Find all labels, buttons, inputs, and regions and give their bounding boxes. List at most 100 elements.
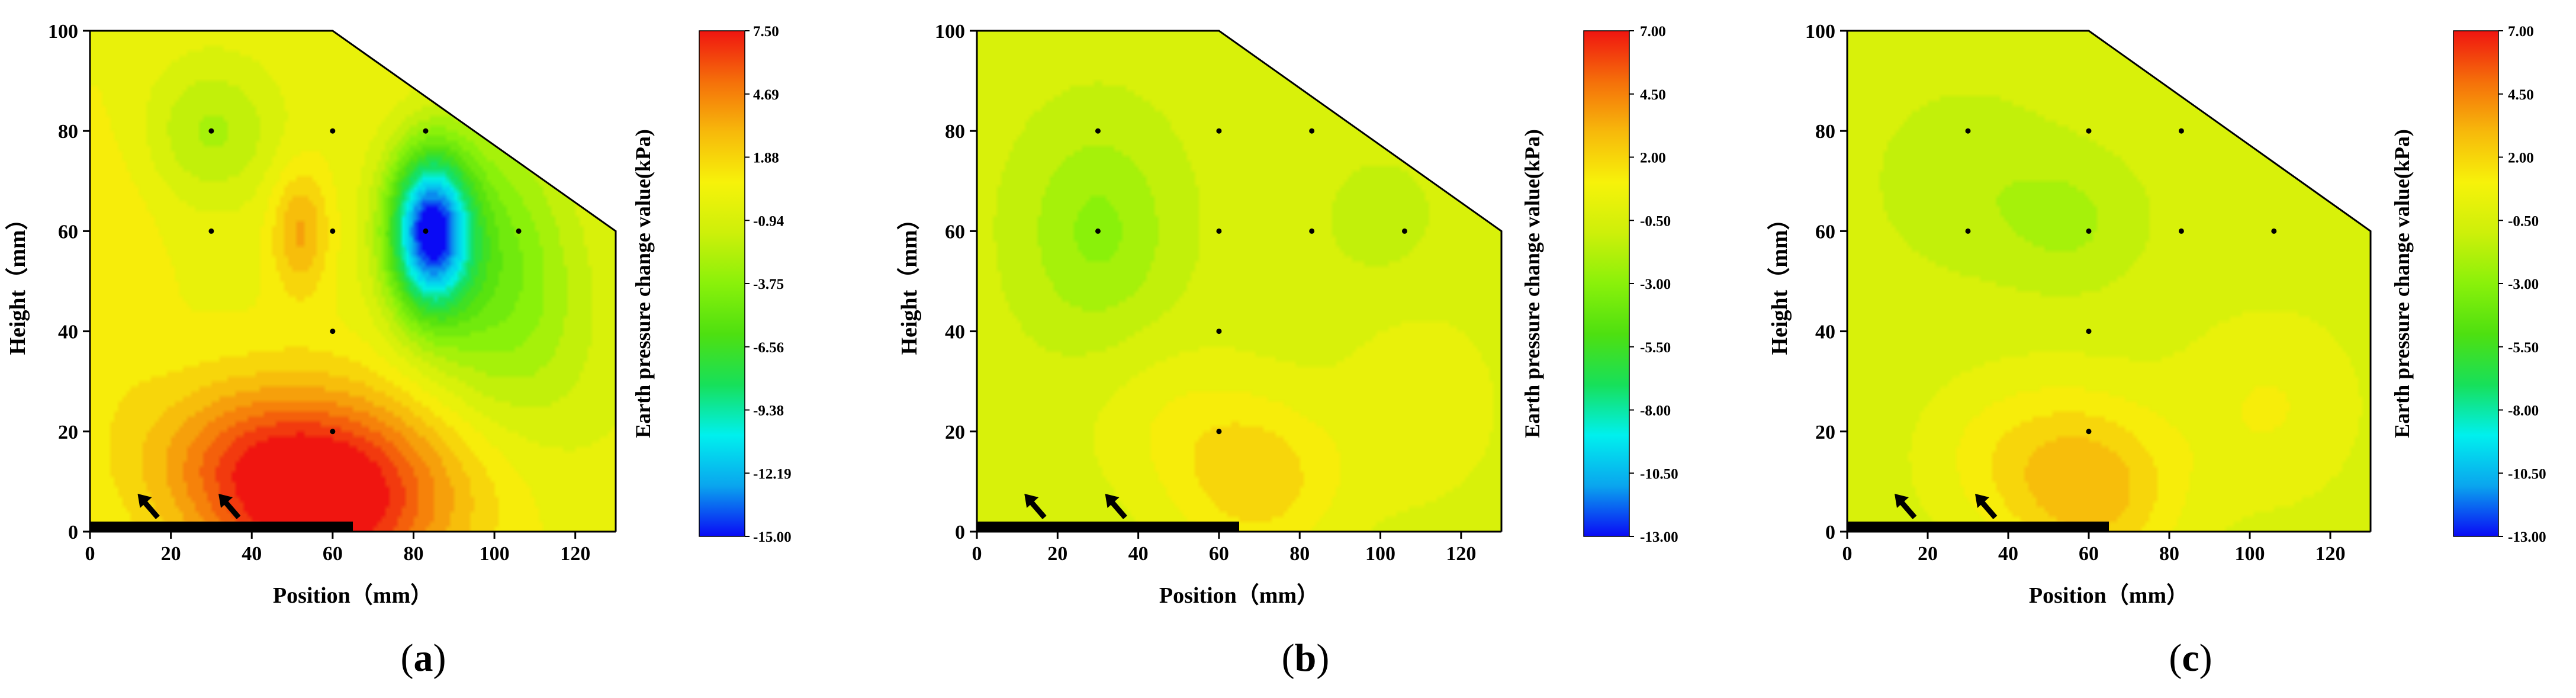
y-tick-label: 80 [1815, 121, 1835, 143]
y-tick-label: 80 [58, 121, 78, 143]
colorbar-label: Earth pressure change value(kPa) [1520, 129, 1544, 438]
load-arrow-icon [1024, 494, 1047, 519]
measurement-point [1216, 128, 1222, 134]
colorbar-tick-label: -9.38 [753, 403, 784, 419]
x-tick-label: 120 [560, 543, 590, 565]
measurement-point [1095, 128, 1101, 134]
y-tick-label: 40 [1815, 321, 1835, 343]
measurement-point [208, 128, 214, 134]
load-arrow-icon [218, 494, 241, 519]
domain-outline [90, 30, 617, 532]
measurement-point [1401, 228, 1407, 234]
measurement-point [2086, 228, 2092, 234]
measurement-point [1965, 228, 1971, 234]
x-tick-label: 80 [2159, 543, 2179, 565]
colorbar-tick-label: 4.50 [1640, 87, 1666, 103]
panel-label: (b) [1282, 636, 1330, 680]
contour-field [1847, 31, 2371, 532]
x-tick-label: 100 [1365, 543, 1395, 565]
chart-panel-b: 0 20 40 60 80 100 120 0 20 40 60 80 100 Position（mm） H… [897, 21, 1678, 680]
load-arrow-icon [1895, 494, 1917, 519]
colorbar-tick-label: -13.00 [2508, 529, 2546, 545]
measurement-point [330, 228, 336, 234]
measurement-point [1309, 228, 1315, 234]
x-tick-label: 40 [1998, 543, 2018, 565]
y-tick-label: 80 [945, 121, 965, 143]
colorbar-tick-label: -8.00 [1640, 403, 1671, 419]
measurement-point [330, 128, 336, 134]
measurement-point [2178, 228, 2184, 234]
contour-field [977, 31, 1501, 532]
y-tick-label: 0 [68, 522, 78, 543]
measurement-point [423, 128, 429, 134]
colorbar-tick-label: 2.00 [2508, 150, 2534, 166]
x-tick-label: 20 [161, 543, 181, 565]
load-arrow-icon [1975, 494, 1998, 519]
panel-label: (a) [401, 636, 446, 680]
measurement-point [1965, 128, 1971, 134]
measurement-point [1216, 329, 1222, 334]
y-tick-label: 100 [935, 21, 965, 43]
y-tick-label: 60 [58, 221, 78, 243]
measurement-point [516, 228, 522, 234]
x-tick-label: 80 [1289, 543, 1310, 565]
measurement-point [330, 329, 336, 334]
x-axis-label: Position（mm） [1159, 583, 1319, 608]
x-tick-label: 60 [323, 543, 343, 565]
colorbar-tick-label: -6.56 [753, 340, 784, 356]
colorbar-tick-label: -13.00 [1640, 529, 1678, 545]
y-axis-label: Height（mm） [897, 207, 922, 355]
y-tick-label: 20 [1815, 422, 1835, 443]
colorbar-tick-label: -5.50 [1640, 340, 1671, 356]
colorbar-tick-label: -10.50 [1640, 466, 1678, 482]
colorbar-tick-label: -3.00 [2508, 276, 2539, 292]
colorbar-tick-label: 4.69 [753, 87, 779, 103]
x-tick-label: 120 [1446, 543, 1476, 565]
y-tick-label: 40 [58, 321, 78, 343]
x-tick-label: 40 [242, 543, 262, 565]
x-tick-label: 80 [403, 543, 423, 565]
colorbar-tick-label: 4.50 [2508, 87, 2534, 103]
load-arrow-icon [1105, 494, 1127, 519]
colorbar-tick-label: 7.50 [753, 24, 779, 40]
measurement-point [2086, 128, 2092, 134]
colorbar-label: Earth pressure change value(kPa) [631, 129, 655, 438]
colorbar-tick-label: -8.00 [2508, 403, 2539, 419]
measurement-point [2086, 329, 2092, 334]
measurement-point [2086, 429, 2092, 435]
y-tick-label: 0 [955, 522, 965, 543]
contour-field [90, 31, 616, 532]
y-tick-label: 100 [48, 21, 78, 43]
x-tick-label: 0 [1842, 543, 1853, 565]
colorbar-tick-label: 1.88 [753, 150, 779, 166]
y-tick-label: 100 [1805, 21, 1835, 43]
x-tick-label: 20 [1047, 543, 1067, 565]
colorbar-tick-label: -5.50 [2508, 340, 2539, 356]
colorbar-tick-label: -10.50 [2508, 466, 2546, 482]
measurement-point [1309, 128, 1315, 134]
chart-panel-a: 0 20 40 60 80 100 120 0 20 40 60 80 100 Position（mm） H… [5, 21, 792, 680]
x-tick-label: 100 [2235, 543, 2265, 565]
colorbar [1583, 30, 1630, 537]
colorbar [2453, 30, 2499, 537]
y-tick-label: 20 [58, 422, 78, 443]
colorbar-tick-label: -0.94 [753, 213, 784, 229]
y-tick-label: 60 [945, 221, 965, 243]
colorbar-tick-label: -15.00 [753, 529, 792, 545]
x-tick-label: 60 [2079, 543, 2099, 565]
measurement-point [1095, 228, 1101, 234]
panel-label: (c) [2169, 636, 2212, 680]
measurement-point [2271, 228, 2277, 234]
y-axis-label: Height（mm） [1767, 207, 1792, 355]
x-tick-label: 0 [972, 543, 982, 565]
x-tick-label: 0 [85, 543, 95, 565]
domain-outline [1847, 30, 2372, 532]
measurement-point [208, 228, 214, 234]
measurement-point [423, 228, 429, 234]
y-tick-label: 40 [945, 321, 965, 343]
measurement-point [1216, 228, 1222, 234]
y-axis-label: Height（mm） [5, 207, 30, 355]
colorbar-tick-label: -3.00 [1640, 276, 1671, 292]
loading-plate [977, 522, 1239, 532]
